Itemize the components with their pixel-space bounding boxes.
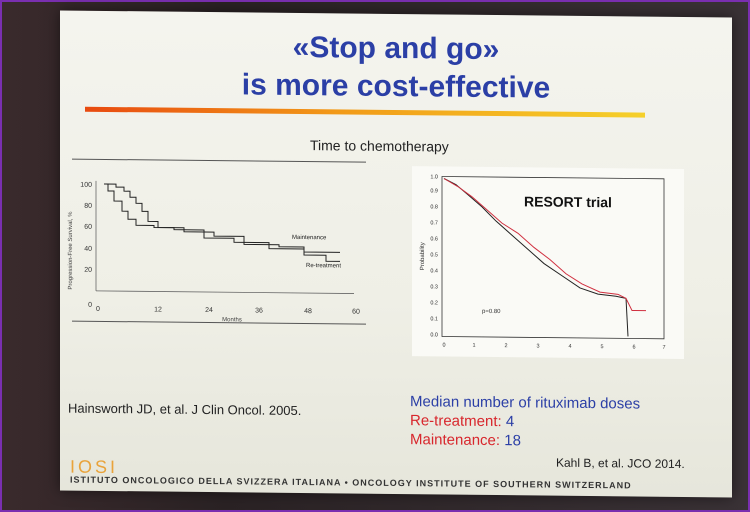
retreatment-curve [104,183,340,253]
resort-ytick: 0.4 [430,268,438,274]
left-ytick: 60 [84,224,92,231]
resort-ytick: 0.5 [430,252,438,258]
resort-chart-panel: 0.0 0.1 0.2 0.3 0.4 0.5 0.6 0.7 0.8 0.9 … [412,166,684,360]
resort-ytick: 0.9 [430,188,438,194]
resort-plot-frame [441,176,665,340]
left-ylabel: Progression-Free Survival, % [68,211,74,290]
resort-xtick: 5 [600,344,603,350]
resort-ytick: 1.0 [430,174,438,180]
resort-xtick: 7 [662,345,665,351]
maintenance-curve [104,183,340,262]
retreatment-line: Re-treatment: 4 [410,411,640,432]
slide-title-line2: is more cost-effective [241,68,551,105]
resort-pvalue: p=0.80 [482,309,501,315]
resort-ytick: 0.0 [430,332,438,338]
resort-ytick: 0.2 [430,300,438,306]
left-xtick: 24 [205,307,213,314]
retreatment-doses-label: Re-treatment: [410,412,502,431]
presentation-slide: «Stop and go» is more cost-effective Tim… [60,10,732,498]
left-ytick: 20 [84,267,92,274]
resort-ylabel: Probability [420,242,426,270]
median-doses-block: Median number of rituximab doses Re-trea… [410,392,640,451]
resort-xtick: 0 [442,342,445,348]
left-xtick: 12 [154,306,162,313]
divider-top [72,158,366,163]
left-xtick: 36 [255,308,263,315]
maintenance-label: Maintenance [292,235,327,241]
left-xtick: 48 [304,308,312,315]
slide-title-line1: «Stop and go» [292,30,500,67]
resort-xtick: 6 [632,344,635,350]
left-ytick: 0 [88,302,92,309]
resort-ytick: 0.3 [430,284,438,290]
resort-curve-red [443,178,646,312]
resort-ytick: 0.7 [430,220,438,226]
left-ytick: 100 [80,182,92,189]
institute-footer: ISTITUTO ONCOLOGICO DELLA SVIZZERA ITALI… [70,474,632,491]
resort-ytick: 0.6 [430,236,438,242]
retreatment-label: Re-treatment [306,263,341,269]
maintenance-doses-label: Maintenance: [410,431,501,450]
maintenance-doses-value: 18 [504,432,521,450]
resort-xtick: 3 [536,343,539,349]
resort-xtick: 1 [472,343,475,349]
median-heading: Median number of rituximab doses [410,393,641,413]
resort-curve-black [443,178,629,337]
title-underline-bar [85,106,645,118]
left-xtick: 0 [96,306,100,313]
slide-subtitle: Time to chemotherapy [310,137,449,155]
resort-title: RESORT trial [524,193,612,211]
left-x-axis [96,290,354,294]
resort-chart: 0.0 0.1 0.2 0.3 0.4 0.5 0.6 0.7 0.8 0.9 … [420,174,666,351]
retreatment-doses-value: 4 [505,413,515,431]
resort-xtick: 4 [568,344,571,350]
citation-kahl: Kahl B, et al. JCO 2014. [556,455,685,472]
resort-ytick: 0.1 [430,316,438,322]
resort-xtick: 2 [504,343,507,349]
left-survival-chart: Progression-Free Survival, % 100 80 60 4… [68,180,360,323]
resort-ytick: 0.8 [430,204,438,210]
left-xlabel: Months [222,317,242,323]
maintenance-line: Maintenance: 18 [410,430,640,451]
citation-hainsworth: Hainsworth JD, et al. J Clin Oncol. 2005… [68,400,302,419]
left-xtick: 60 [352,309,360,316]
left-ytick: 80 [84,203,92,210]
left-ytick: 40 [84,246,92,253]
